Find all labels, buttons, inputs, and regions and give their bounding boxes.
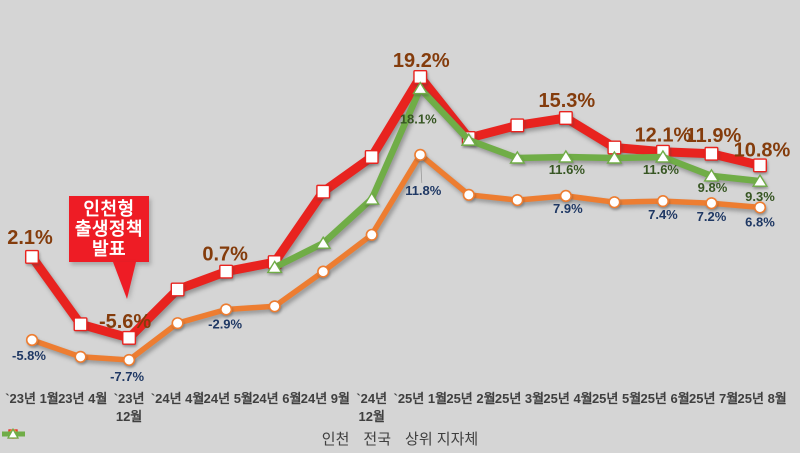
nationwide-marker — [171, 317, 184, 330]
nationwide-marker — [511, 193, 524, 207]
x-axis-tick: `23년 12월 — [114, 391, 145, 424]
nationwide-marker — [268, 300, 281, 313]
nationwide-point-label: -7.7% — [110, 369, 144, 384]
incheon-point-label: 12.1% — [635, 125, 692, 147]
x-axis-tick: `25년 8월 — [733, 391, 787, 406]
nationwide-marker — [753, 201, 767, 214]
nationwide-marker — [25, 333, 39, 347]
legend-item-nationwide: 전국 — [2, 428, 392, 449]
incheon-marker — [558, 111, 573, 126]
top-districts-marker — [654, 149, 671, 163]
callout-line-2: 출생정책 — [74, 219, 144, 239]
nationwide-marker — [608, 196, 621, 209]
incheon-point-label: 0.7% — [202, 244, 248, 266]
nationwide-label-leader — [420, 161, 423, 183]
x-axis-tick: `24년 9월 — [296, 391, 350, 406]
nationwide-point-label: 7.4% — [648, 207, 678, 222]
incheon-marker — [316, 184, 331, 199]
incheon-point-label: 10.8% — [734, 139, 791, 161]
nationwide-point-label: 11.8% — [405, 183, 442, 198]
nationwide-marker — [317, 265, 330, 278]
top-districts-point-label: 11.6% — [643, 162, 680, 177]
incheon-marker — [25, 249, 40, 264]
incheon-point-label: 11.9% — [686, 125, 742, 147]
nationwide-marker — [656, 195, 670, 208]
legend-item-incheon: 인천 — [2, 428, 350, 449]
legend-label-incheon: 인천 — [321, 431, 350, 448]
callout-line-3: 발표 — [91, 239, 127, 259]
chart-legend: 인천 전국 상위 지자체 — [0, 428, 800, 449]
top-districts-marker — [557, 149, 574, 163]
incheon-line — [27, 72, 765, 343]
nationwide-marker — [220, 303, 233, 316]
incheon-marker — [510, 118, 525, 133]
x-axis-tick: `25년 4월 — [539, 391, 593, 406]
x-axis-tick: `25년 5월 — [588, 391, 642, 406]
nationwide-marker — [74, 350, 87, 363]
x-axis-tick: `24년 4월 — [151, 391, 205, 406]
incheon-marker — [122, 330, 137, 345]
top-districts-marker — [266, 260, 283, 274]
top-districts-line-marker-icon — [2, 428, 25, 439]
nationwide-marker — [365, 228, 378, 241]
policy-callout: 인천형 출생정책 발표 — [69, 196, 149, 299]
top-districts-point-label: 9.3% — [745, 189, 775, 204]
x-axis-tick: `24년 12월 — [356, 391, 387, 424]
legend-item-top-districts: 상위 지자체 — [2, 428, 479, 449]
top-districts-marker — [315, 235, 332, 249]
nationwide-point-label: -5.8% — [12, 348, 46, 363]
nationwide-marker — [462, 188, 475, 201]
x-axis-tick: `25년 1월 — [393, 391, 447, 406]
top-districts-marker — [751, 173, 769, 187]
top-districts-marker — [412, 81, 429, 95]
top-districts-marker — [703, 168, 720, 182]
callout-pointer-icon — [113, 262, 136, 299]
callout-line-1: 인천형 — [83, 199, 135, 219]
nationwide-line — [29, 152, 763, 363]
incheon-marker — [752, 158, 767, 173]
x-axis-tick: `25년 2월 — [442, 391, 496, 406]
top-districts-marker — [606, 150, 623, 164]
x-axis-tick: `24년 5월 — [199, 391, 253, 406]
legend-label-nationwide: 전국 — [363, 431, 392, 448]
x-axis-tick: `25년 7월 — [685, 391, 739, 406]
incheon-marker — [170, 282, 185, 297]
nationwide-point-label: 7.2% — [697, 209, 727, 224]
nationwide-point-label: 6.8% — [745, 214, 775, 229]
nationwide-marker — [705, 197, 718, 210]
nationwide-point-label: -2.9% — [208, 316, 242, 331]
incheon-marker — [73, 317, 88, 332]
nationwide-marker — [122, 353, 136, 367]
x-axis-tick: `25년 6월 — [636, 391, 690, 406]
top-districts-marker — [460, 132, 477, 146]
nationwide-marker — [559, 189, 572, 202]
x-axis-tick: `23년 4월 — [54, 391, 108, 406]
top-districts-marker — [363, 191, 380, 205]
top-districts-point-label: 9.8% — [698, 180, 728, 195]
nationwide-marker — [414, 148, 427, 161]
incheon-point-label: 15.3% — [539, 90, 596, 112]
incheon-marker — [219, 264, 234, 279]
incheon-marker — [704, 146, 719, 161]
x-axis-tick: `25년 3월 — [491, 391, 545, 406]
incheon-marker — [364, 149, 379, 164]
nationwide-point-label: 7.9% — [553, 201, 583, 216]
incheon-point-label: -5.6% — [99, 311, 151, 333]
top-districts-marker — [509, 150, 526, 164]
top-districts-point-label: 18.1% — [400, 112, 437, 127]
legend-label-top-districts: 상위 지자체 — [405, 431, 479, 448]
top-districts-point-label: 11.6% — [549, 162, 586, 177]
x-axis-tick: `23년 1월 — [5, 391, 59, 406]
x-axis-tick: `24년 6월 — [248, 391, 302, 406]
incheon-point-label: 2.1% — [7, 227, 53, 249]
incheon-point-label: 19.2% — [393, 50, 450, 72]
